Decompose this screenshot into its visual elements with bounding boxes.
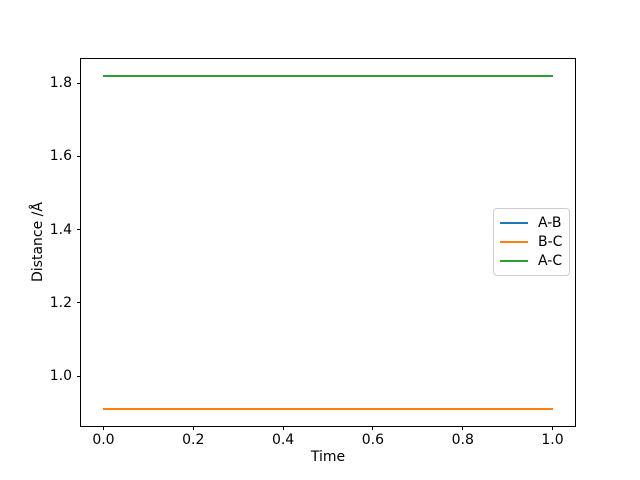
legend: A-B B-C A-C [493,208,570,276]
x-tick-mark [102,426,104,430]
legend-entry-A-C: A-C [500,252,563,271]
x-tick-label: 0.8 [451,432,474,448]
x-tick-label: 1.0 [541,432,564,448]
x-tick-mark [192,426,194,430]
x-axis-label: Time [310,449,346,465]
x-tick-label: 0.6 [361,432,385,448]
x-tick-label: 0.4 [271,432,295,448]
y-tick-mark [77,375,81,377]
legend-label-A-B: A-B [538,214,562,231]
y-tick-label: 1.2 [49,294,72,311]
y-tick-mark [77,82,81,84]
y-tick-mark [77,229,81,231]
x-tick-mark [552,426,554,430]
x-tick-mark [372,426,374,430]
legend-swatch-B-C [500,240,528,243]
y-tick-label: 1.8 [49,75,72,91]
legend-swatch-A-C [500,260,528,263]
y-tick-label: 1.6 [49,148,72,165]
plot-area: 0.0 0.2 0.4 0.6 0.8 1.0 1.0 1.2 1.4 1.6 1.8 A-B B-… [50,58,576,447]
legend-entry-A-B: A-B [500,213,563,232]
y-tick-label: 1.0 [49,368,72,385]
x-tick-mark [282,426,284,430]
y-tick-mark [77,302,81,304]
x-tick-label: 0.2 [182,432,205,448]
y-axis-label: Distance /Å [30,202,46,282]
legend-label-A-C: A-C [538,253,563,270]
legend-entry-B-C: B-C [500,232,563,251]
series-lines-layer [81,59,575,426]
y-tick-label: 1.4 [49,221,72,238]
series-line-A-C [103,74,553,77]
x-tick-label: 0.0 [92,432,115,448]
legend-label-B-C: B-C [538,233,563,250]
legend-swatch-A-B [500,221,528,224]
series-line-B-C [103,408,553,411]
y-tick-mark [77,155,81,157]
x-tick-mark [462,426,464,430]
